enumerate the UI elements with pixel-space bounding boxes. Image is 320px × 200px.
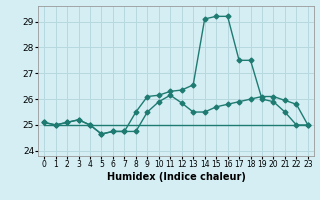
- X-axis label: Humidex (Indice chaleur): Humidex (Indice chaleur): [107, 172, 245, 182]
